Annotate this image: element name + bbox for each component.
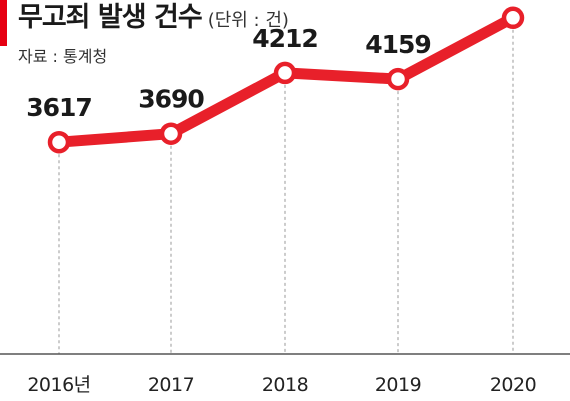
- guide-lines: [58, 17, 514, 354]
- x-tick-labels: 2016년 2017 2018 2019 2020: [27, 374, 536, 396]
- data-label: 3617: [26, 93, 92, 122]
- data-label: 3690: [138, 85, 204, 114]
- data-point: [501, 6, 525, 30]
- x-tick-label: 2016년: [27, 374, 90, 396]
- data-point: [273, 61, 297, 85]
- accent-bar: [0, 0, 7, 46]
- x-tick-label: 2020: [490, 374, 536, 396]
- x-tick-label: 2018: [262, 374, 308, 396]
- data-labels: 36173690421241594685: [26, 24, 432, 122]
- data-point: [47, 130, 71, 154]
- x-tick-label: 2019: [375, 374, 421, 396]
- source-label: 자료 : 통계청: [18, 47, 108, 66]
- data-label: 4159: [365, 30, 431, 59]
- data-points: [47, 6, 525, 154]
- unit-label: (단위 : 건): [207, 10, 289, 31]
- chart-title: 무고죄 발생 건수: [18, 2, 203, 33]
- x-tick-label: 2017: [148, 374, 194, 396]
- data-point: [386, 67, 410, 91]
- chart-header: 무고죄 발생 건수 (단위 : 건): [18, 2, 289, 37]
- data-label: 4212: [252, 24, 318, 53]
- data-point: [159, 122, 183, 145]
